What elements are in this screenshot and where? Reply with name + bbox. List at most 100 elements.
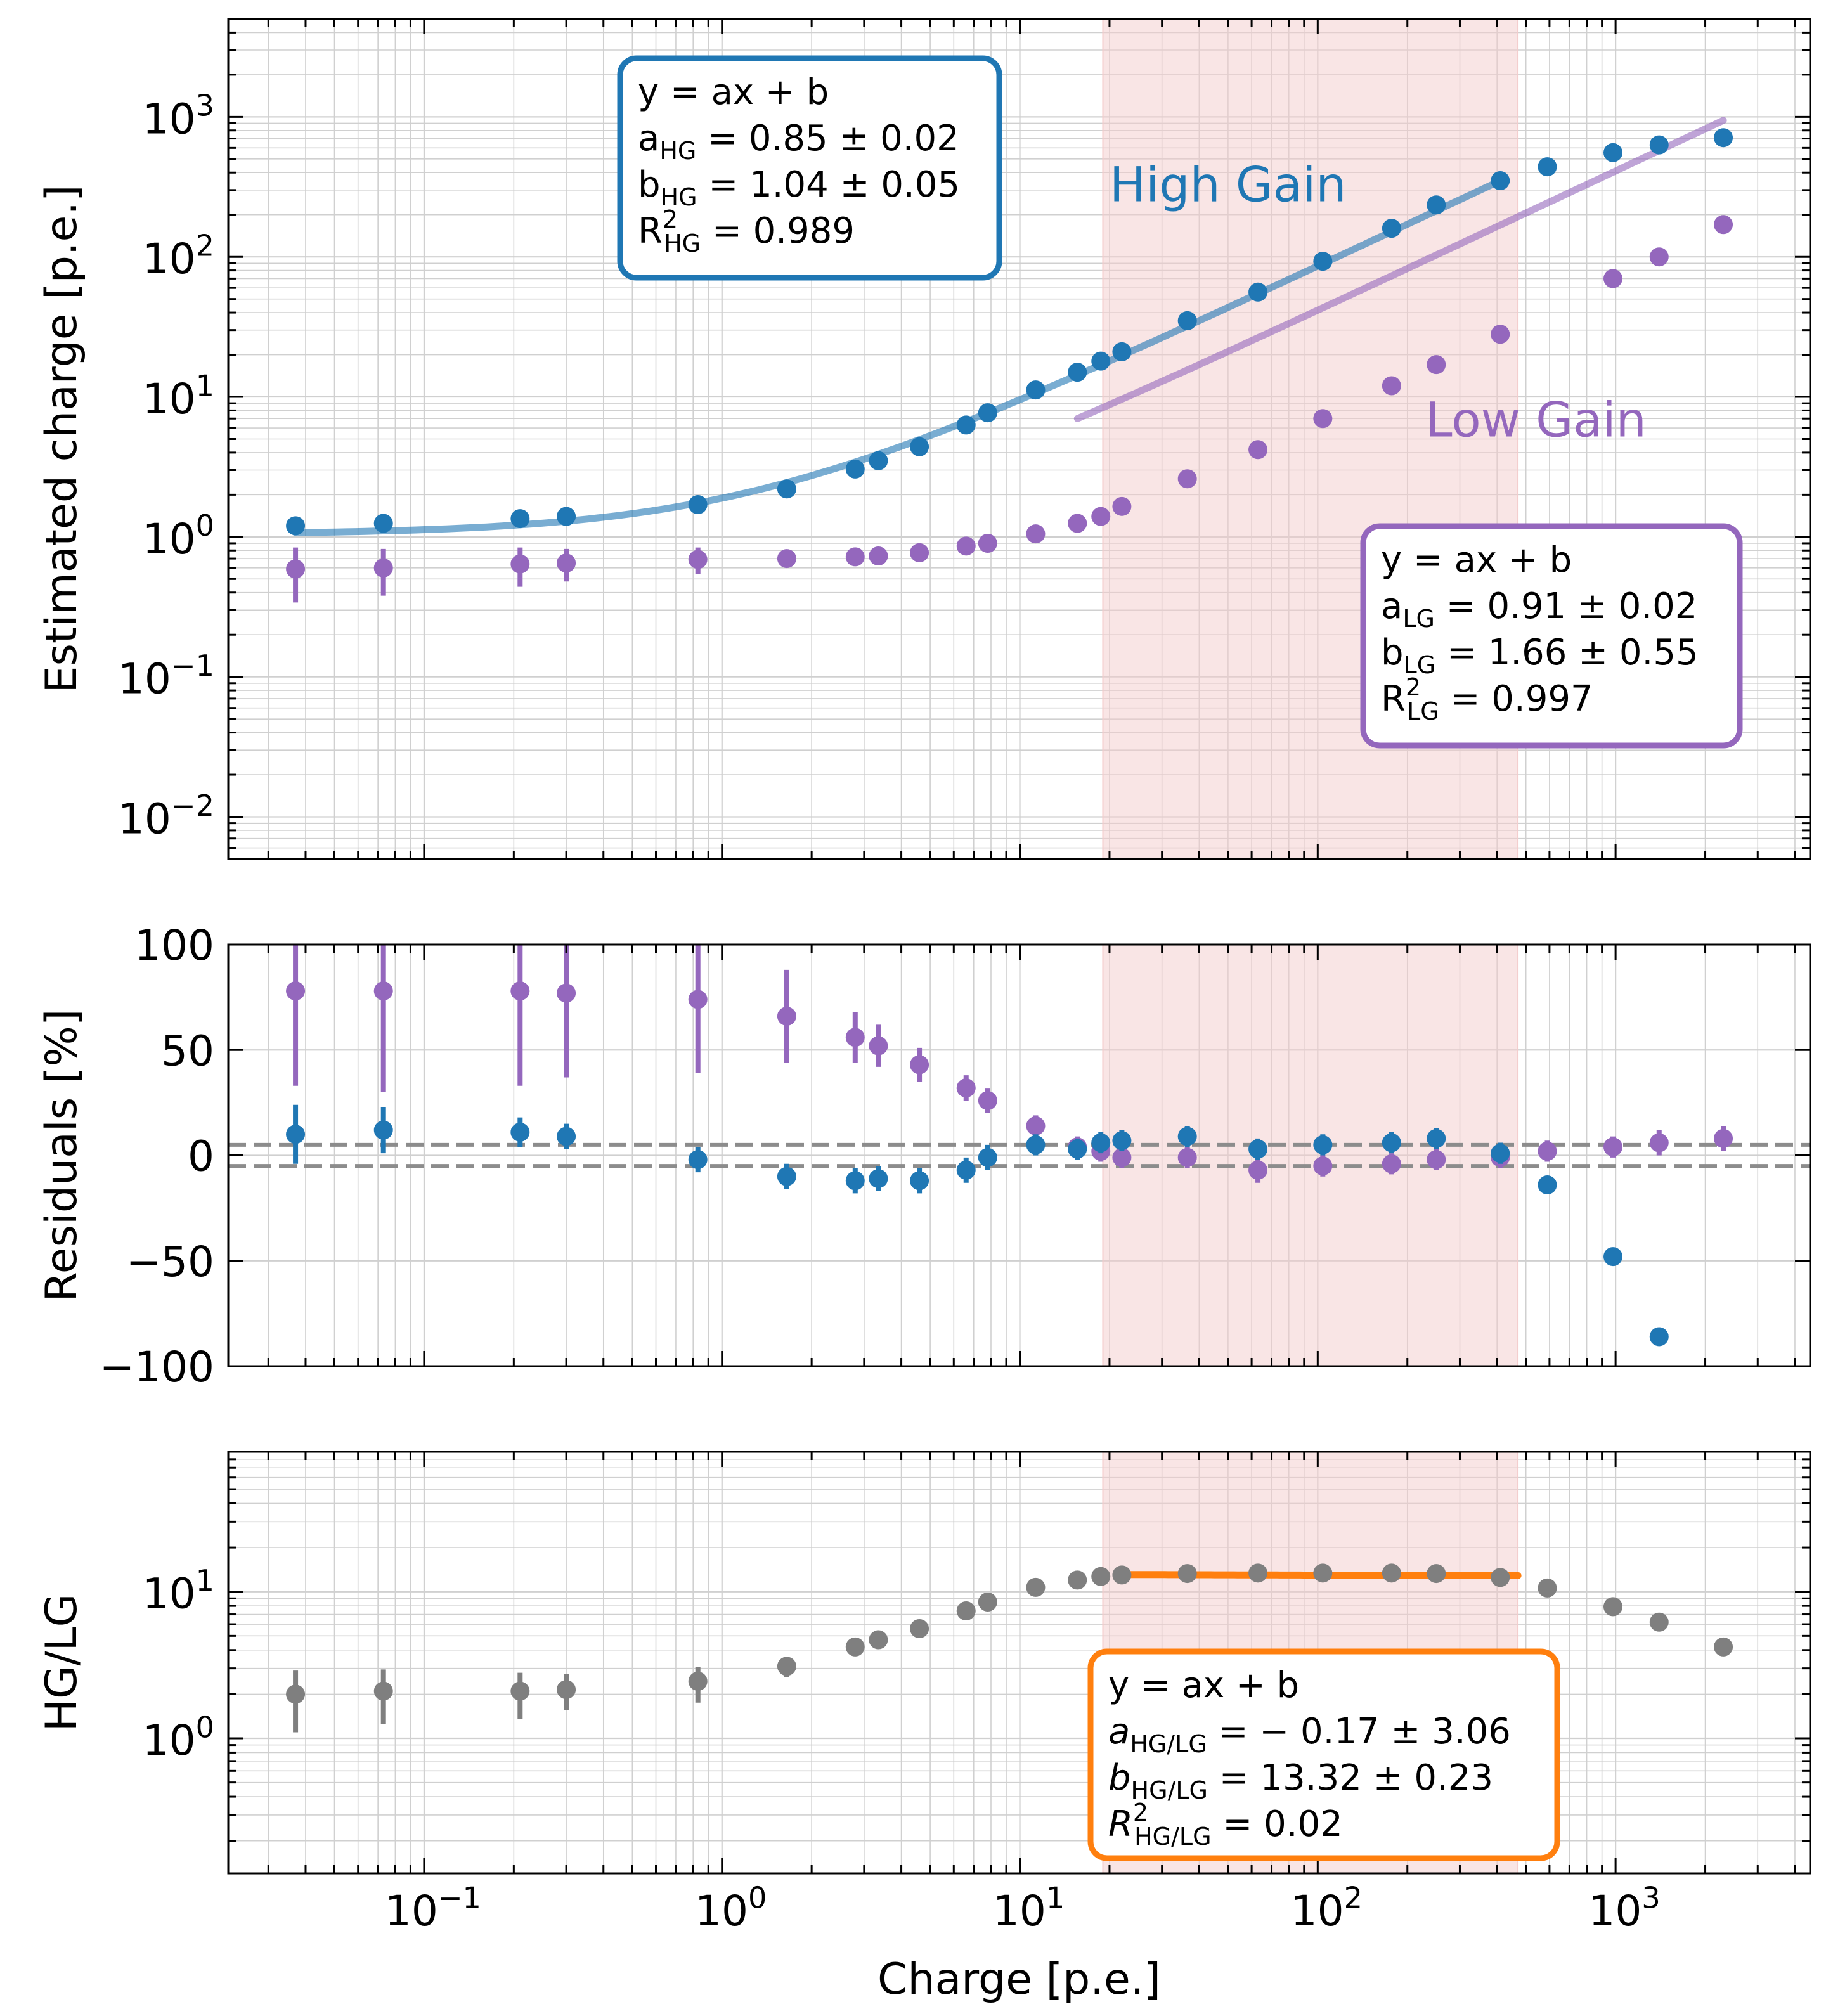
data-point: [777, 549, 796, 569]
y-tick-label: 101: [143, 368, 214, 423]
marker: [373, 1681, 393, 1701]
data-point: [1313, 1134, 1333, 1156]
data-point: [1382, 1153, 1401, 1175]
marker: [1112, 1131, 1132, 1151]
marker: [978, 1593, 997, 1612]
y-tick-labels: 100 101: [143, 1563, 214, 1765]
data-point: [956, 536, 976, 556]
marker: [910, 437, 929, 456]
marker: [286, 1684, 306, 1704]
marker: [1177, 1127, 1197, 1146]
marker: [1538, 1578, 1557, 1598]
data-point: [1603, 269, 1622, 288]
data-point: [688, 1667, 708, 1703]
fit-box-line: y = ax + b: [638, 72, 829, 113]
marker: [286, 1125, 306, 1144]
data-point: [1177, 1147, 1197, 1168]
marker: [1382, 219, 1401, 238]
y-tick-label: 100: [134, 921, 214, 970]
x-tick-label: 103: [1588, 1880, 1660, 1935]
fit-box-frame: [1360, 523, 1743, 749]
axes-frame: [227, 943, 1811, 1367]
marker: [777, 1166, 796, 1186]
data-point: [688, 945, 708, 1073]
data-point: [845, 1637, 865, 1657]
marker: [1603, 143, 1622, 162]
marker: [373, 558, 393, 578]
marker: [956, 536, 976, 556]
fit-line: [292, 176, 1507, 536]
data-point: [869, 546, 888, 566]
marker: [1382, 1133, 1401, 1153]
marker: [1112, 1565, 1132, 1585]
x-axis-label: Charge [p.e.]: [877, 1955, 1161, 2005]
data-point: [845, 459, 865, 479]
low-gain-annotation: Low Gain: [1425, 392, 1647, 448]
marker: [956, 1601, 976, 1620]
marker: [1248, 282, 1268, 302]
marker: [956, 415, 976, 435]
marker: [1714, 215, 1733, 235]
data-point: [1427, 1128, 1446, 1149]
fit-lines: [292, 117, 1727, 536]
tolerance-lines: [228, 1142, 1810, 1168]
marker: [510, 554, 530, 574]
marker: [1112, 496, 1132, 516]
data-point: [1091, 351, 1111, 371]
marker: [510, 1122, 530, 1142]
marker: [978, 1147, 997, 1167]
data-point: [286, 1104, 306, 1164]
data-point: [1491, 1568, 1510, 1587]
axes-frame: [227, 1451, 1811, 1875]
marker: [1177, 311, 1197, 330]
marker: [869, 1036, 888, 1056]
data-point: [1603, 143, 1622, 162]
marker: [557, 1127, 576, 1146]
marker: [1427, 1564, 1446, 1584]
data-point: [1382, 1132, 1401, 1154]
marker: [845, 1171, 865, 1191]
data-point: [1649, 1327, 1669, 1347]
data-point: [1313, 1155, 1333, 1177]
data-point: [1026, 1115, 1046, 1137]
data-point: [1427, 1149, 1446, 1170]
data-point: [1714, 215, 1733, 235]
data-point: [373, 1669, 393, 1724]
data-point: [286, 516, 306, 536]
panel-residuals: −100 −50 0 50 100 Residuals [%]: [37, 921, 1811, 1392]
marker: [869, 451, 888, 470]
data-point: [1112, 342, 1132, 361]
data-point: [1538, 1175, 1557, 1195]
data-point: [910, 1619, 929, 1638]
fit-box-line: aLG = 0.91 ± 0.02: [1381, 586, 1697, 633]
y-tick-label: 103: [143, 89, 214, 144]
y-tick-label: 101: [143, 1563, 214, 1619]
y-axis-label: HG/LG: [37, 1594, 87, 1731]
data-points: [286, 945, 1733, 1347]
data-point: [688, 1147, 708, 1173]
marker: [1649, 1327, 1669, 1347]
marker: [1491, 1144, 1510, 1163]
data-point: [845, 1168, 865, 1194]
marker: [1068, 1570, 1087, 1590]
marker: [1091, 507, 1111, 526]
data-point: [777, 479, 796, 499]
marker: [1649, 247, 1669, 267]
data-point: [1313, 409, 1333, 429]
data-point: [869, 1630, 888, 1650]
data-point: [978, 1593, 997, 1612]
x-tick-labels: 10−1 100 101 102 103: [385, 1880, 1661, 1935]
marker: [845, 1028, 865, 1047]
fit-box-line: bHG/LG = 13.32 ± 0.23: [1108, 1757, 1493, 1804]
marker: [373, 1120, 393, 1140]
data-point: [1714, 1125, 1733, 1151]
marker: [1091, 351, 1111, 371]
data-point: [1112, 496, 1132, 516]
data-point: [1649, 1130, 1669, 1156]
data-point: [869, 1024, 888, 1067]
data-point: [1068, 1570, 1087, 1590]
data-point: [510, 1117, 530, 1147]
